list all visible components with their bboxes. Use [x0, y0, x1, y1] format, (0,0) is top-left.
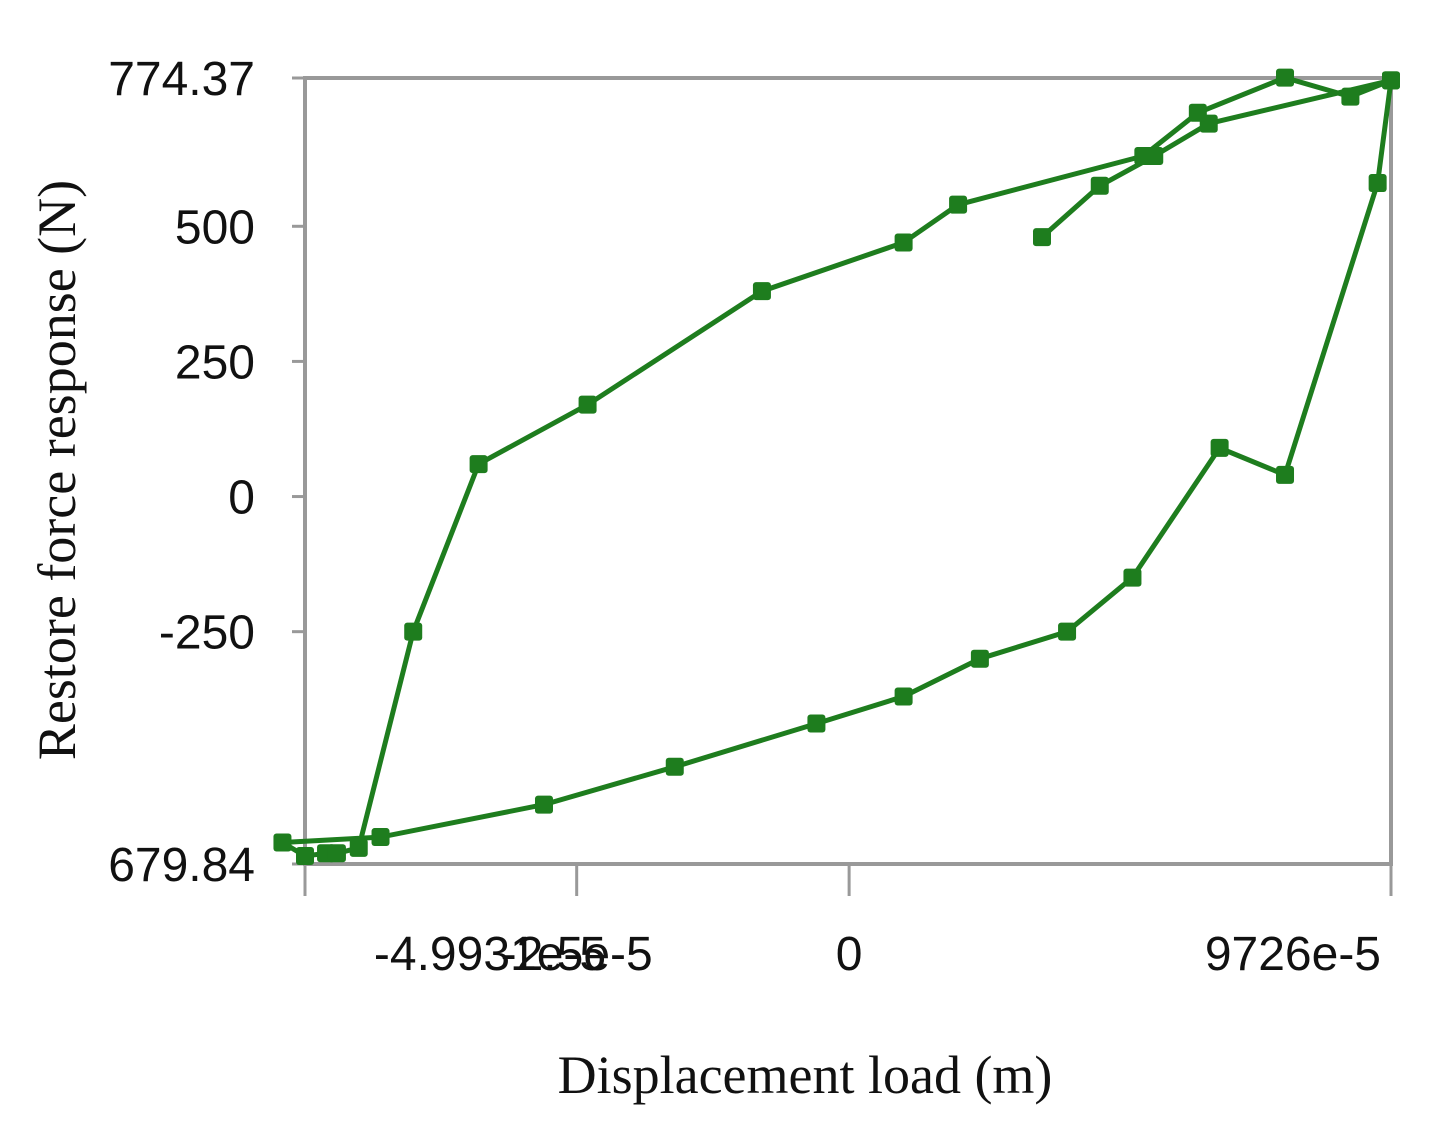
data-point [578, 395, 597, 414]
data-point [970, 649, 989, 668]
data-point [807, 714, 826, 733]
x-axis-title: Displacement load (m) [558, 1045, 1053, 1105]
data-point [534, 795, 553, 814]
data-point [1090, 176, 1109, 195]
data-point [349, 838, 368, 857]
x-tick-label: -4.9931e-5 [374, 928, 606, 981]
data-point [949, 195, 968, 214]
plot-frame [303, 76, 1393, 866]
data-point [752, 282, 771, 301]
y-tick-label: 0 [228, 472, 255, 525]
data-point [894, 233, 913, 252]
series-group [273, 68, 1400, 865]
y-axis-ticks: 774.37 500 250 0 -250 679.84 [108, 53, 305, 892]
data-point [894, 687, 913, 706]
y-tick-label: 500 [175, 201, 255, 254]
data-point [1033, 228, 1052, 247]
data-point [1368, 174, 1387, 193]
data-point [1188, 103, 1207, 122]
data-point [665, 757, 684, 776]
data-point [273, 833, 292, 852]
series-line [280, 75, 1394, 859]
y-axis-title: Restore force response (N) [27, 180, 87, 760]
data-point [404, 622, 423, 641]
x-tick-label: 0 [836, 928, 863, 981]
x-tick-label: -2.5e-5 [501, 928, 653, 981]
y-tick-label: 774.37 [108, 53, 255, 106]
data-point [1341, 87, 1360, 106]
data-point [1134, 147, 1153, 166]
x-tick-label: 9726e-5 [1205, 928, 1381, 981]
y-tick-label: -250 [159, 607, 255, 660]
data-point [1210, 438, 1229, 457]
data-point [296, 846, 314, 865]
data-point [1058, 622, 1077, 641]
data-point [1382, 71, 1400, 90]
x-axis-ticks: -4.9931e-5-2.5e-5 0 9726e-5 [303, 864, 1393, 981]
data-point [327, 844, 346, 863]
data-point [469, 455, 488, 474]
y-tick-label: 250 [175, 336, 255, 389]
data-point [1276, 68, 1295, 87]
data-point [1276, 465, 1295, 484]
data-point [371, 828, 390, 847]
data-point [1123, 568, 1142, 587]
y-tick-label: 679.84 [108, 839, 255, 892]
